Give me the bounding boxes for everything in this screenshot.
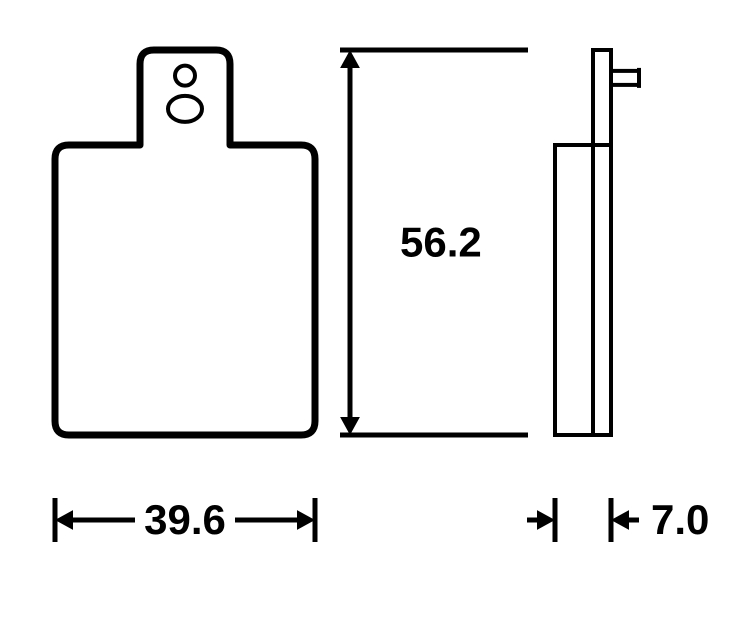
width-label: 39.6 [144, 496, 226, 543]
width-dimension: 39.6 [55, 496, 315, 543]
side-backing-plate [593, 50, 611, 435]
thickness-label: 7.0 [651, 496, 709, 543]
mounting-hole-1 [175, 66, 195, 86]
arrowhead [55, 510, 73, 530]
arrowhead [611, 510, 629, 530]
height-label: 56.2 [400, 219, 482, 266]
arrowhead [297, 510, 315, 530]
arrowhead [340, 417, 360, 435]
arrowhead [537, 510, 555, 530]
side-friction-pad [555, 145, 593, 435]
thickness-dimension: 7.0 [527, 496, 709, 543]
height-dimension: 56.2 [340, 50, 528, 435]
arrowhead [340, 50, 360, 68]
side-view [555, 50, 639, 435]
side-pin [611, 71, 639, 85]
mounting-hole-2 [168, 96, 202, 122]
brake-pad-outline [55, 50, 315, 435]
front-view [55, 50, 315, 435]
technical-drawing: 39.6 56.2 7.0 [0, 0, 749, 617]
